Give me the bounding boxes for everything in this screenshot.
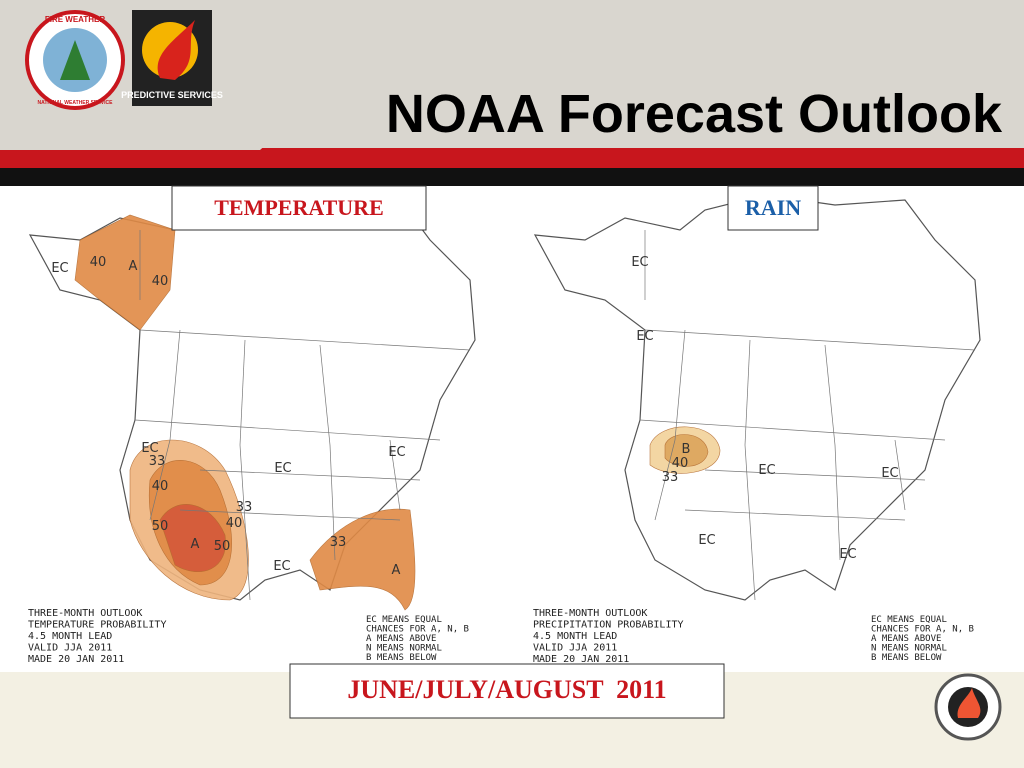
map-label: 33 (662, 470, 679, 485)
outlook-text: 4.5 MONTH LEAD (28, 631, 112, 642)
logo-text: FIRE WEATHER (45, 15, 106, 24)
map-label: 50 (152, 519, 169, 534)
map-label: 40 (226, 516, 243, 531)
border-line (239, 444, 251, 601)
key-text: A MEANS ABOVE (366, 634, 436, 644)
key-text: N MEANS NORMAL (871, 644, 947, 654)
outlook-text: TEMPERATURE PROBABILITY (28, 620, 166, 631)
logo-text: PREDICTIVE SERVICES (121, 90, 223, 100)
map-label: 40 (152, 479, 169, 494)
header-fill (0, 113, 1024, 148)
map-label: EC (636, 329, 653, 344)
map-label: EC (698, 533, 715, 548)
outlook-text: MADE 20 JAN 2011 (28, 654, 124, 665)
map-label: EC (273, 559, 290, 574)
border-line (389, 439, 401, 511)
map-label: EC (839, 547, 856, 562)
border-line (654, 439, 676, 521)
border-line (134, 419, 441, 441)
flame (157, 20, 195, 80)
panel-label-box (171, 185, 427, 231)
period-box (289, 663, 725, 719)
panel-label: RAIN (745, 195, 801, 220)
map-label: 33 (330, 535, 347, 550)
border-line (704, 469, 926, 481)
black-band (0, 168, 1024, 186)
outlook-text: PRECIPITATION PROBABILITY (533, 620, 684, 631)
border-line (639, 419, 946, 441)
outlook-text: THREE-MONTH OUTLOOK (533, 608, 647, 619)
map-label: A (191, 537, 200, 552)
map-label: EC (881, 466, 898, 481)
map-label: EC (631, 255, 648, 270)
period: JUNE/JULY/AUGUST 2011 (347, 675, 666, 704)
outlook-text: VALID JJA 2011 (28, 643, 112, 654)
map-label: EC (51, 261, 68, 276)
probability-area (159, 504, 226, 573)
map-label: 40 (90, 255, 107, 270)
border-line (329, 444, 336, 561)
key-text: EC MEANS EQUAL (366, 615, 442, 625)
map-label: A (129, 259, 138, 274)
panel-label: TEMPERATURE (214, 195, 384, 220)
key-text: B MEANS BELOW (366, 653, 437, 663)
border-line (834, 444, 841, 561)
border-line (744, 339, 751, 446)
tree (60, 40, 90, 80)
nifc-flame (957, 688, 981, 718)
map-label: EC (274, 461, 291, 476)
border-line (684, 509, 906, 521)
map-label: A (392, 563, 401, 578)
border-line (169, 329, 181, 441)
border-line (644, 329, 976, 351)
outlook-text: VALID JJA 2011 (533, 643, 617, 654)
outlook-text: MADE 20 JAN 2011 (533, 654, 629, 665)
key-text: A MEANS ABOVE (871, 634, 941, 644)
outlook-text: 4.5 MONTH LEAD (533, 631, 617, 642)
probability-area (74, 214, 176, 331)
map-label: 40 (152, 274, 169, 289)
outlook-text: THREE-MONTH OUTLOOK (28, 608, 142, 619)
border-line (139, 329, 471, 351)
map-label: 40 (672, 456, 689, 471)
border-line (239, 339, 246, 446)
map-label: 33 (149, 454, 166, 469)
border-line (319, 344, 331, 446)
border-line (179, 509, 401, 521)
border-line (894, 439, 906, 511)
panel-label-box (727, 185, 819, 231)
probability-area (664, 434, 709, 467)
border-line (744, 444, 756, 601)
key-text: B MEANS BELOW (871, 653, 942, 663)
map-label: 50 (214, 539, 231, 554)
border-line (199, 469, 421, 481)
map-label: B (682, 442, 691, 457)
key-text: EC MEANS EQUAL (871, 615, 947, 625)
border-line (674, 329, 686, 441)
map-label: EC (388, 445, 405, 460)
key-text: CHANCES FOR A, N, B (366, 625, 469, 635)
map-label: EC (758, 463, 775, 478)
logo-text: NATIONAL WEATHER SERVICE (38, 100, 114, 106)
title: NOAA Forecast Outlook (386, 84, 1003, 144)
map-label: EC (141, 441, 158, 456)
probability-area (309, 508, 416, 611)
map-label: 33 (236, 500, 253, 515)
border-line (149, 439, 171, 521)
key-text: CHANCES FOR A, N, B (871, 625, 974, 635)
key-text: N MEANS NORMAL (366, 644, 442, 654)
border-line (824, 344, 836, 446)
